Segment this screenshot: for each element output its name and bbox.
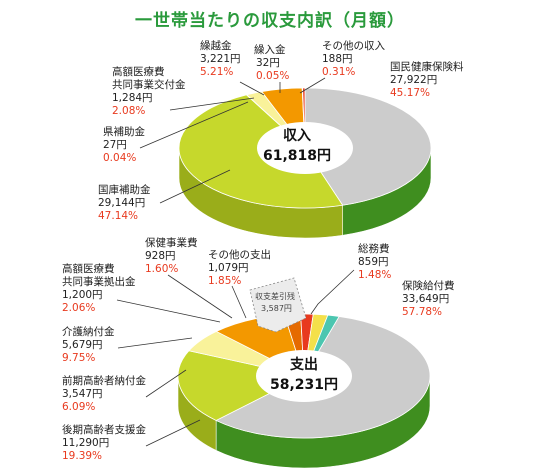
income-donut: [178, 87, 432, 239]
balance-annotation: 収支差引残 3,587円: [249, 277, 307, 333]
donut-hole: [257, 122, 353, 174]
amount-other-income: 188円: [322, 53, 353, 65]
amount-kaigo: 5,679円: [62, 339, 103, 351]
pct-ken: 0.04%: [103, 152, 136, 164]
label-kougaku-in-1: 高額医療費: [112, 65, 165, 78]
pct-other-income: 0.31%: [322, 66, 355, 78]
slice-0: [304, 87, 432, 206]
amount-kokko: 29,144円: [98, 197, 145, 209]
amount-other-expense: 1,079円: [208, 262, 249, 274]
pct-kokuho: 45.17%: [390, 87, 430, 99]
leader-zenki: [145, 369, 187, 398]
label-other-expense: その他の支出: [208, 248, 271, 261]
label-kougaku-in-2: 共同事業交付金: [112, 78, 186, 91]
amount-kouki: 11,290円: [62, 437, 109, 449]
amount-zenki: 3,547円: [62, 388, 103, 400]
amount-somu: 859円: [358, 256, 389, 268]
leader-kurikoshi: [239, 81, 265, 96]
slice-6: [302, 87, 306, 149]
leader-other-income: [299, 77, 326, 94]
leader-kougaku-in: [169, 97, 255, 111]
leader-ken: [139, 101, 249, 149]
label-kurikoshi: 繰越金: [200, 39, 232, 52]
leader-hoken-jigyo: [167, 274, 233, 319]
label-ken: 県補助金: [103, 125, 145, 138]
slice-1: [177, 350, 306, 421]
leader-kokko: [159, 169, 231, 204]
label-somu: 総務費: [358, 242, 390, 255]
pct-kaigo: 9.75%: [62, 352, 95, 364]
label-kokuho: 国民健康保険料: [390, 60, 464, 73]
balance-label: 収支差引残: [255, 291, 295, 301]
pct-kougaku-out: 2.06%: [62, 302, 95, 314]
pct-other-expense: 1.85%: [208, 275, 241, 287]
leader-kougaku-out: [116, 299, 221, 323]
page-title: 一世帯当たりの収支内訳（月額）: [135, 11, 405, 31]
leader-other-expense: [231, 285, 247, 319]
amount-ken: 27円: [103, 139, 127, 151]
amount-kurikoshi: 3,221円: [200, 53, 241, 65]
label-hoken-jigyo: 保健事業費: [145, 236, 198, 249]
label-kaigo: 介護納付金: [62, 325, 115, 338]
label-other-income: その他の収入: [322, 39, 385, 52]
expense-donut: [177, 313, 431, 469]
pct-hoken-kyufu: 57.78%: [402, 306, 442, 318]
pct-kokko: 47.14%: [98, 210, 138, 222]
label-kouki: 後期高齢者支援金: [62, 423, 146, 436]
leader-kaigo: [117, 337, 193, 349]
amount-hoken-kyufu: 33,649円: [402, 293, 449, 305]
pct-kurikoshi: 5.21%: [200, 66, 233, 78]
pct-zenki: 6.09%: [62, 401, 95, 413]
amount-hoken-jigyo: 928円: [145, 250, 176, 262]
label-kougaku-out-1: 高額医療費: [62, 262, 115, 275]
expense-center-value: 58,231円: [270, 377, 338, 393]
income-center-value: 61,818円: [263, 148, 331, 164]
amount-kougaku-out: 1,200円: [62, 289, 103, 301]
pct-somu: 1.48%: [358, 269, 391, 281]
expense-center-label: 支出: [289, 356, 318, 373]
pct-kougaku-in: 2.08%: [112, 105, 145, 117]
label-kuriire: 繰入金: [254, 43, 286, 56]
pct-hoken-jigyo: 1.60%: [145, 263, 178, 275]
income-center-label: 収入: [283, 127, 311, 144]
pct-kouki: 19.39%: [62, 450, 102, 462]
balance-amount: 3,587円: [261, 304, 292, 313]
label-zenki: 前期高齢者納付金: [62, 374, 146, 387]
label-kougaku-out-2: 共同事業拠出金: [62, 275, 136, 288]
income-labels: 繰越金 3,221円 5.21% 繰入金 32円 0.05% その他の収入 18…: [98, 39, 464, 222]
expense-labels: 保健事業費 928円 1.60% その他の支出 1,079円 1.85% 総務費…: [62, 236, 455, 462]
amount-kuriire: 32円: [256, 57, 280, 69]
amount-kougaku-in: 1,284円: [112, 92, 153, 104]
amount-kokuho: 27,922円: [390, 74, 437, 86]
leader-kouki: [145, 419, 201, 447]
balance-piece: [249, 277, 307, 333]
pct-kuriire: 0.05%: [256, 70, 289, 82]
donut-hole: [256, 350, 352, 402]
label-kokko: 国庫補助金: [98, 183, 151, 196]
label-hoken-kyufu: 保険給付費: [402, 279, 455, 292]
leader-somu: [310, 269, 355, 315]
